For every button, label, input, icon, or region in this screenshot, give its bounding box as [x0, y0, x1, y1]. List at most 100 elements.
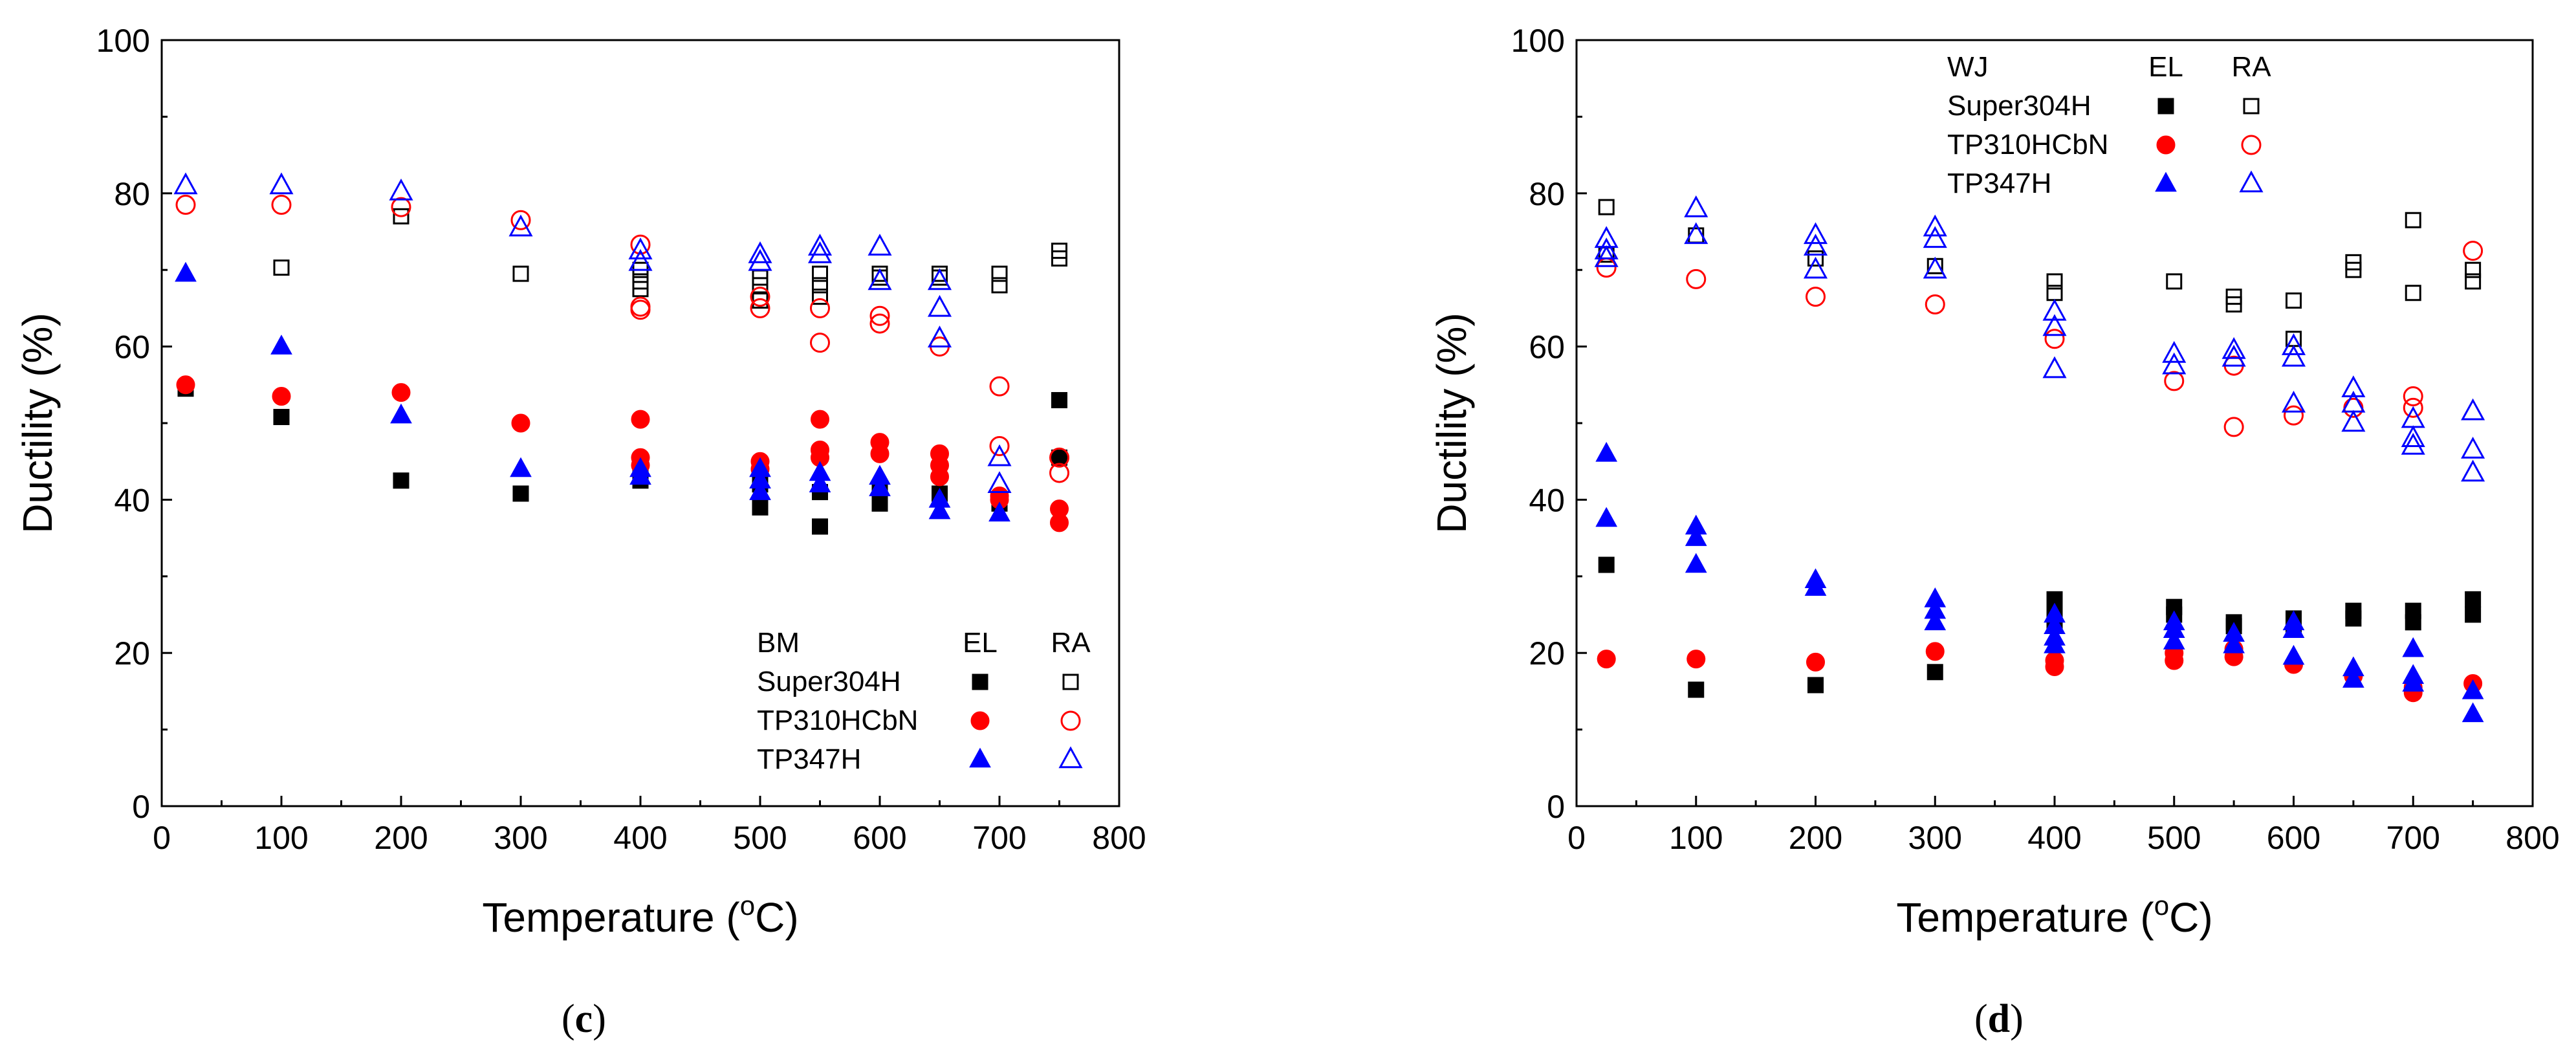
data-point — [2046, 273, 2063, 290]
data-point — [2284, 405, 2304, 426]
x-tick-label: 500 — [2147, 820, 2201, 856]
data-point — [1806, 652, 1825, 672]
legend-entry-label: TP347H — [1947, 168, 2051, 199]
series-tp347h-ra — [173, 172, 1012, 493]
data-point — [512, 485, 529, 502]
y-tick-label: 100 — [1511, 23, 1565, 59]
data-point — [391, 197, 411, 217]
data-point — [2341, 410, 2366, 432]
legend-entry-label: TP347H — [757, 743, 861, 775]
data-point — [750, 298, 770, 318]
data-point — [2282, 618, 2305, 638]
data-point — [176, 375, 195, 395]
x-tick-label: 400 — [613, 820, 667, 856]
legend-entry-label: TP310HCbN — [1947, 129, 2108, 160]
x-axis-title: Temperature (oC) — [1896, 890, 2212, 941]
data-point — [2465, 261, 2482, 278]
legend-entry-label: Super304H — [1947, 90, 2091, 122]
y-tick-label: 60 — [1529, 329, 1565, 366]
data-point — [1923, 226, 1947, 248]
data-point — [988, 501, 1010, 521]
data-point — [630, 300, 651, 320]
data-point — [2405, 212, 2421, 228]
data-point — [632, 281, 649, 298]
data-point — [1595, 507, 1618, 527]
data-point — [2342, 668, 2364, 688]
data-point — [2465, 591, 2482, 608]
data-point — [989, 436, 1010, 457]
data-point — [2221, 344, 2246, 367]
data-point — [2405, 614, 2421, 631]
data-point — [271, 195, 292, 215]
data-point — [273, 259, 290, 276]
data-point — [927, 294, 952, 317]
data-point — [389, 178, 413, 201]
data-point — [1598, 556, 1615, 573]
data-point — [2465, 606, 2482, 623]
x-tick-label: 100 — [1669, 820, 1723, 856]
data-point — [2341, 375, 2366, 397]
y-tick-label: 0 — [132, 789, 150, 825]
data-point — [748, 241, 772, 263]
x-tick-label: 600 — [853, 820, 906, 856]
data-point — [1051, 250, 1067, 267]
data-point — [2403, 386, 2423, 407]
x-axis-title-degree: o — [2154, 890, 2169, 921]
data-point — [1594, 226, 1619, 248]
data-point — [870, 444, 890, 463]
legend-el-marker — [2157, 98, 2174, 115]
data-point — [750, 287, 770, 307]
data-point — [1925, 294, 1945, 314]
data-point — [173, 172, 198, 195]
data-point — [2164, 371, 2185, 391]
data-point — [1807, 677, 1824, 694]
legend-ra-header: RA — [1051, 627, 1091, 659]
data-point — [508, 214, 533, 237]
data-point — [810, 298, 830, 318]
legend-ra-marker — [1062, 674, 1079, 690]
x-axis-title: Temperature (oC) — [482, 890, 798, 941]
x-tick-label: 0 — [1567, 820, 1586, 856]
y-tick-label: 20 — [114, 635, 150, 672]
data-point — [2286, 292, 2302, 309]
data-point — [272, 387, 291, 406]
data-point — [1050, 513, 1069, 532]
x-tick-label: 300 — [494, 820, 547, 856]
data-point — [1803, 222, 1828, 245]
data-point — [2402, 672, 2425, 692]
x-tick-label: 700 — [972, 820, 1026, 856]
data-point — [812, 265, 828, 282]
data-point — [812, 518, 828, 535]
x-axis-title-unit: C) — [2169, 894, 2213, 941]
data-point — [987, 471, 1012, 493]
data-point — [1803, 234, 1828, 256]
data-point — [2042, 298, 2067, 321]
data-point — [2345, 610, 2362, 627]
legend-el-header: EL — [2148, 51, 2183, 83]
data-point — [1595, 441, 1618, 462]
data-point — [2343, 397, 2364, 418]
series-tp310hcbn-ra — [1596, 241, 2483, 437]
data-point — [1688, 227, 1705, 244]
data-point — [510, 457, 532, 477]
y-tick-label: 40 — [1529, 482, 1565, 518]
data-point — [1594, 245, 1619, 267]
x-tick-label: 200 — [1789, 820, 1842, 856]
data-point — [1049, 463, 1069, 483]
data-point — [1684, 195, 1708, 217]
legend-el-header: EL — [963, 627, 998, 659]
panel-d-caption: (d) — [1974, 997, 2024, 1041]
legend-el-marker — [2155, 171, 2177, 192]
data-point — [2461, 679, 2484, 699]
data-point — [510, 210, 531, 230]
series-tp310hcbn-ra — [175, 195, 1069, 483]
data-point — [748, 248, 772, 271]
data-point — [2162, 352, 2187, 375]
data-point — [1049, 447, 1069, 468]
panel-d-letter: d — [1987, 997, 2011, 1041]
data-point — [2403, 397, 2423, 418]
data-point — [1803, 256, 1828, 279]
legend-ra-marker — [1058, 746, 1083, 769]
data-point — [927, 325, 952, 348]
y-tick-label: 20 — [1529, 635, 1565, 672]
